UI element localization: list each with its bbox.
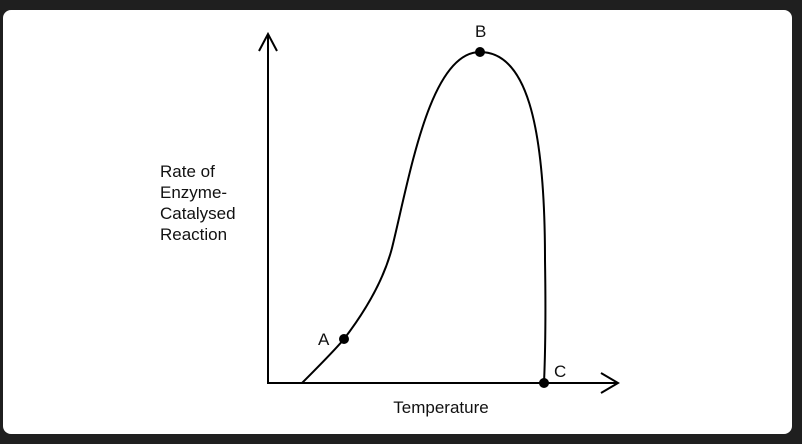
y-axis-label-line: Rate of bbox=[160, 162, 215, 181]
point-a-marker bbox=[339, 334, 349, 344]
y-axis-arrowhead bbox=[258, 31, 278, 52]
point-b-marker bbox=[475, 47, 485, 57]
rate-curve bbox=[301, 50, 547, 384]
y-axis-label-line: Catalysed bbox=[160, 204, 236, 223]
y-axis-label: Rate of Enzyme- Catalysed Reaction bbox=[160, 161, 236, 245]
point-a-label: A bbox=[318, 330, 330, 349]
point-b-label: B bbox=[475, 22, 486, 41]
point-c-marker bbox=[539, 378, 549, 388]
y-axis-label-line: Reaction bbox=[160, 225, 228, 244]
point-c-label: C bbox=[554, 362, 566, 381]
x-axis-label: Temperature bbox=[393, 398, 488, 417]
x-axis-arrowhead bbox=[600, 372, 620, 394]
y-axis-label-line: Enzyme- bbox=[160, 183, 228, 202]
